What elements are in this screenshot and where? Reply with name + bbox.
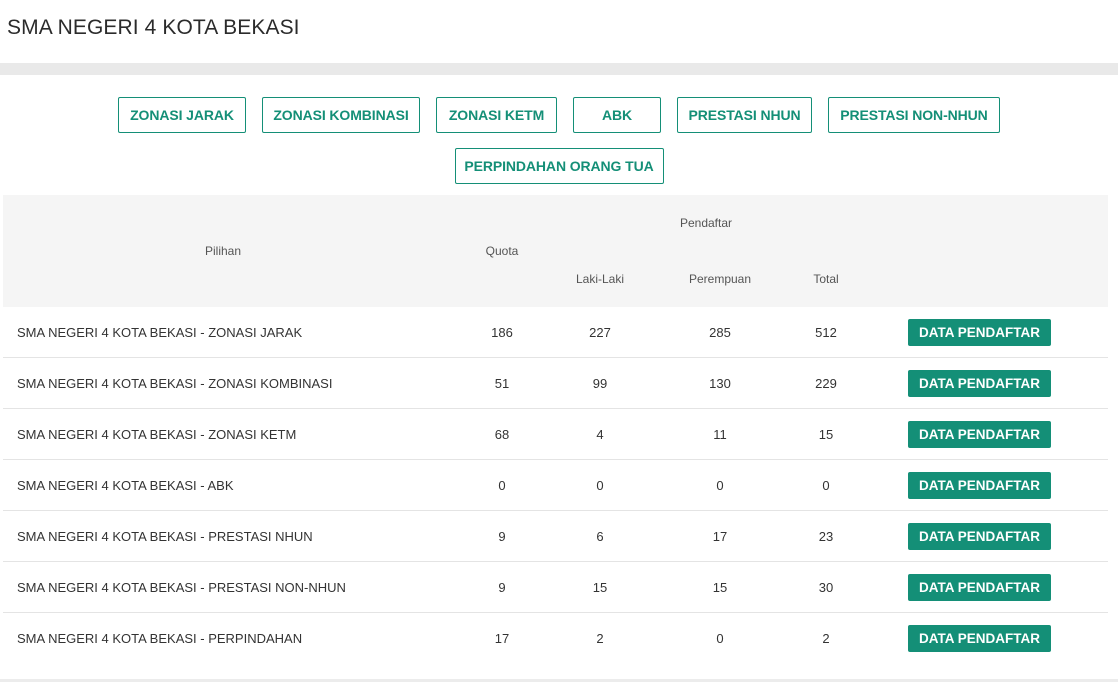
data-pendaftar-button[interactable]: DATA PENDAFTAR	[908, 369, 1051, 397]
header-divider	[0, 63, 1118, 75]
cell-pilihan: SMA NEGERI 4 KOTA BEKASI - ZONASI KETM	[3, 408, 443, 460]
data-pendaftar-button[interactable]: DATA PENDAFTAR	[908, 420, 1051, 448]
cell-total: 512	[801, 307, 851, 358]
cell-laki-laki: 227	[561, 307, 639, 358]
cell-action: DATA PENDAFTAR	[851, 307, 1108, 358]
cell-pilihan: SMA NEGERI 4 KOTA BEKASI - ABK	[3, 459, 443, 511]
table-row: SMA NEGERI 4 KOTA BEKASI - ZONASI KOMBIN…	[3, 357, 1108, 409]
cell-action: DATA PENDAFTAR	[851, 459, 1108, 511]
cell-laki-laki: 0	[561, 459, 639, 511]
cell-pilihan: SMA NEGERI 4 KOTA BEKASI - PRESTASI NON-…	[3, 561, 443, 613]
col-header-action	[851, 195, 1108, 307]
table-row: SMA NEGERI 4 KOTA BEKASI - ABK 0 0 0 0 D…	[3, 459, 1108, 511]
table-row: SMA NEGERI 4 KOTA BEKASI - PRESTASI NHUN…	[3, 510, 1108, 562]
cell-perempuan: 15	[639, 561, 801, 613]
page-header: SMA NEGERI 4 KOTA BEKASI	[0, 0, 1118, 63]
cell-perempuan: 0	[639, 459, 801, 511]
cell-pilihan: SMA NEGERI 4 KOTA BEKASI - PERPINDAHAN	[17, 630, 303, 646]
cell-quota: 9	[443, 561, 561, 613]
filter-prestasi-non-nhun-button[interactable]: PRESTASI NON-NHUN	[828, 97, 1000, 133]
cell-quota: 17	[494, 630, 510, 646]
cell-laki-laki: 2	[596, 630, 604, 646]
col-header-pilihan: Pilihan	[3, 195, 443, 307]
page-title: SMA NEGERI 4 KOTA BEKASI	[7, 16, 300, 39]
table-body: SMA NEGERI 4 KOTA BEKASI - ZONASI JARAK …	[3, 307, 1108, 663]
cell-action: DATA PENDAFTAR	[851, 510, 1108, 562]
cell-total: 15	[801, 408, 851, 460]
table-row: SMA NEGERI 4 KOTA BEKASI - ZONASI JARAK …	[3, 307, 1108, 358]
col-header-perempuan: Perempuan	[639, 251, 801, 307]
cell-action: DATA PENDAFTAR	[851, 613, 1108, 664]
quota-table-container: Pilihan Quota Pendaftar Laki-Laki Peremp…	[3, 195, 1108, 663]
cell-action: DATA PENDAFTAR	[851, 357, 1108, 409]
cell-laki-laki: 6	[561, 510, 639, 562]
cell-laki-laki: 15	[561, 561, 639, 613]
footer-divider	[0, 679, 1118, 682]
cell-quota: 0	[443, 459, 561, 511]
data-pendaftar-button[interactable]: DATA PENDAFTAR	[908, 318, 1051, 346]
cell-pilihan: SMA NEGERI 4 KOTA BEKASI - PRESTASI NHUN	[3, 510, 443, 562]
cell-quota: 9	[443, 510, 561, 562]
cell-perempuan: 11	[639, 408, 801, 460]
cell-total: 2	[822, 630, 830, 646]
filter-abk-button[interactable]: ABK	[573, 97, 661, 133]
cell-total: 229	[801, 357, 851, 409]
cell-perempuan: 0	[716, 630, 724, 646]
cell-total: 23	[801, 510, 851, 562]
filter-zonasi-kombinasi-button[interactable]: ZONASI KOMBINASI	[262, 97, 420, 133]
cell-perempuan: 17	[639, 510, 801, 562]
table-row: SMA NEGERI 4 KOTA BEKASI - PRESTASI NON-…	[3, 561, 1108, 613]
filter-prestasi-nhun-button[interactable]: PRESTASI NHUN	[677, 97, 812, 133]
quota-table: Pilihan Quota Pendaftar Laki-Laki Peremp…	[3, 195, 1108, 663]
cell-quota: 186	[443, 307, 561, 358]
filter-perpindahan-orang-tua-button[interactable]: PERPINDAHAN ORANG TUA	[454, 148, 664, 184]
cell-action: DATA PENDAFTAR	[851, 408, 1108, 460]
cell-quota: 68	[443, 408, 561, 460]
data-pendaftar-button[interactable]: DATA PENDAFTAR	[908, 471, 1051, 499]
col-header-laki-laki: Laki-Laki	[561, 251, 639, 307]
cell-laki-laki: 99	[561, 357, 639, 409]
cell-quota: 51	[443, 357, 561, 409]
data-pendaftar-button[interactable]: DATA PENDAFTAR	[908, 522, 1051, 550]
filter-button-group: ZONASI JARAK ZONASI KOMBINASI ZONASI KET…	[109, 97, 1009, 184]
cell-perempuan: 130	[639, 357, 801, 409]
col-header-total: Total	[801, 251, 851, 307]
data-pendaftar-button[interactable]: DATA PENDAFTAR	[908, 624, 1051, 652]
col-header-quota: Quota	[443, 195, 561, 307]
cell-total: 30	[801, 561, 851, 613]
table-row: SMA NEGERI 4 KOTA BEKASI - ZONASI KETM 6…	[3, 408, 1108, 460]
table-row: SMA NEGERI 4 KOTA BEKASI - PERPINDAHAN 1…	[3, 613, 1108, 664]
col-header-pendaftar: Pendaftar	[561, 195, 851, 251]
cell-perempuan: 285	[639, 307, 801, 358]
cell-laki-laki: 4	[561, 408, 639, 460]
cell-pilihan: SMA NEGERI 4 KOTA BEKASI - ZONASI KOMBIN…	[3, 357, 443, 409]
table-header: Pilihan Quota Pendaftar Laki-Laki Peremp…	[3, 195, 1108, 307]
cell-total: 0	[801, 459, 851, 511]
cell-action: DATA PENDAFTAR	[851, 561, 1108, 613]
cell-pilihan: SMA NEGERI 4 KOTA BEKASI - ZONASI JARAK	[3, 307, 443, 358]
filter-zonasi-jarak-button[interactable]: ZONASI JARAK	[118, 97, 246, 133]
filter-zonasi-ketm-button[interactable]: ZONASI KETM	[436, 97, 557, 133]
data-pendaftar-button[interactable]: DATA PENDAFTAR	[908, 573, 1051, 601]
